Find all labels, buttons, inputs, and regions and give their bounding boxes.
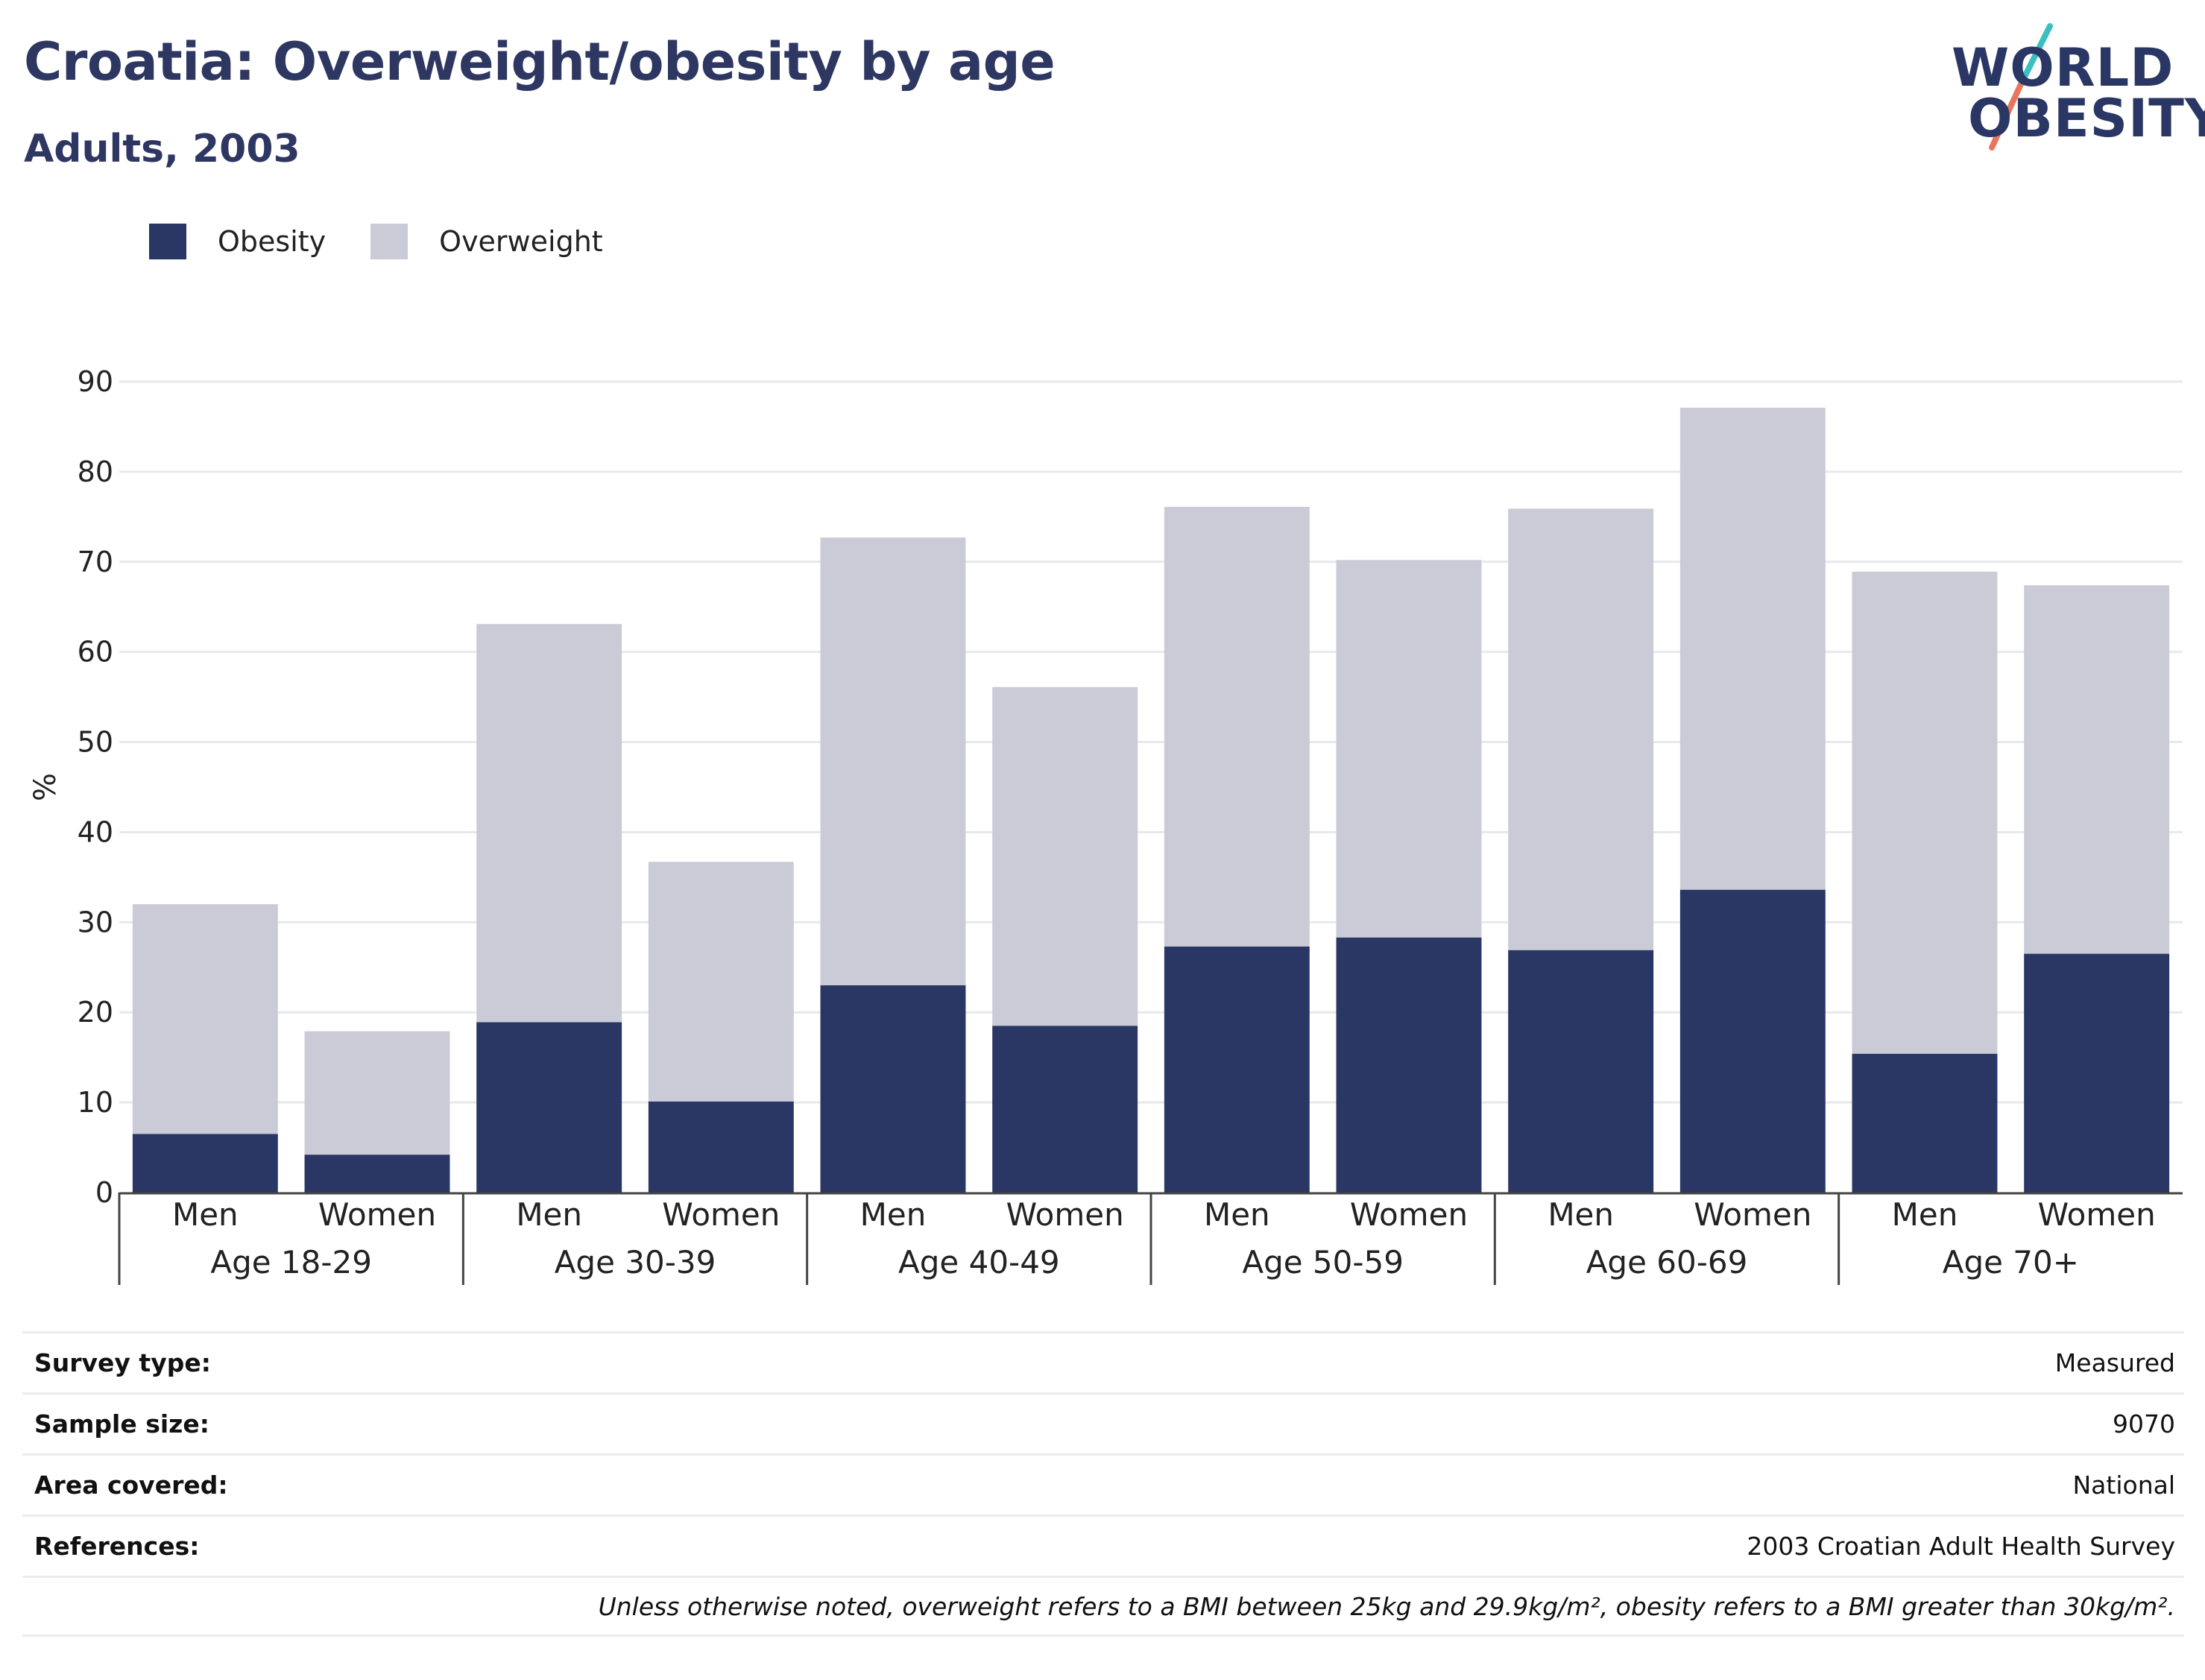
survey-info-table: Survey type: Measured Sample size: 9070 … xyxy=(22,1331,2184,1637)
bar-obesity xyxy=(1508,950,1654,1193)
y-tick-label: 90 xyxy=(78,365,113,398)
bar-obesity xyxy=(1679,889,1826,1193)
bar-obesity xyxy=(1336,937,1482,1193)
bar-overweight xyxy=(2024,585,2170,954)
info-row-area-covered: Area covered: National xyxy=(22,1453,2184,1515)
info-key: Survey type: xyxy=(34,1348,211,1377)
x-group-label: Age 40-49 xyxy=(898,1244,1060,1280)
bar-obesity xyxy=(992,1026,1138,1193)
legend-item-obesity[interactable]: Obesity xyxy=(149,224,326,259)
bar-overweight xyxy=(132,904,278,1134)
info-row-references: References: 2003 Croatian Adult Health S… xyxy=(22,1515,2184,1576)
x-group-label: Age 60-69 xyxy=(1586,1244,1748,1280)
x-group-label: Age 70+ xyxy=(1943,1244,2079,1280)
bar-overweight xyxy=(1679,408,1826,890)
footnote-text: Unless otherwise noted, overweight refer… xyxy=(598,1591,2175,1621)
bar-overweight xyxy=(1852,572,1998,1054)
bar-overweight xyxy=(1164,507,1310,947)
x-group-label: Age 30-39 xyxy=(555,1244,716,1280)
info-key: References: xyxy=(34,1532,200,1561)
legend-swatch-overweight xyxy=(370,224,408,259)
info-row-sample-size: Sample size: 9070 xyxy=(22,1392,2184,1453)
legend-item-overweight[interactable]: Overweight xyxy=(370,224,603,259)
y-tick-label: 30 xyxy=(78,906,113,938)
bar-overweight xyxy=(820,537,966,985)
info-row-survey-type: Survey type: Measured xyxy=(22,1331,2184,1392)
info-value: 2003 Croatian Adult Health Survey xyxy=(1747,1532,2175,1561)
x-subcategory-label: Men xyxy=(1548,1196,1614,1233)
bar-obesity xyxy=(304,1155,450,1193)
logo-text-world: WORLD xyxy=(1952,37,2174,98)
x-subcategory-label: Men xyxy=(516,1196,582,1233)
bar-obesity xyxy=(648,1101,794,1193)
x-subcategory-label: Women xyxy=(1694,1196,1811,1233)
chart-legend: Obesity Overweight xyxy=(149,224,648,259)
bar-overweight xyxy=(648,862,794,1102)
y-tick-label: 60 xyxy=(78,636,113,669)
x-subcategory-label: Men xyxy=(1892,1196,1958,1233)
info-value: National xyxy=(2072,1471,2175,1500)
y-tick-label: 20 xyxy=(78,996,113,1029)
chart-subtitle: Adults, 2003 xyxy=(24,127,300,171)
bar-chart: 0 10 20 30 40 50 60 70 80 90% Men Women Men Women Men W… xyxy=(28,365,2183,1285)
footnote-row: Unless otherwise noted, overweight refer… xyxy=(22,1576,2184,1637)
info-key: Sample size: xyxy=(34,1409,209,1439)
bar-overweight xyxy=(304,1031,450,1155)
y-tick-label: 10 xyxy=(78,1086,113,1119)
x-group-label: Age 18-29 xyxy=(210,1244,372,1280)
y-tick-label: 40 xyxy=(78,815,113,848)
bar-obesity xyxy=(820,985,966,1193)
x-subcategory-label: Men xyxy=(860,1196,927,1233)
x-subcategory-label: Women xyxy=(662,1196,780,1233)
x-subcategory-label: Women xyxy=(318,1196,436,1233)
info-value: Measured xyxy=(2054,1348,2175,1377)
x-subcategory-label: Men xyxy=(1204,1196,1270,1233)
bar-obesity xyxy=(476,1022,622,1193)
bar-overweight xyxy=(992,686,1138,1026)
y-tick-label: 70 xyxy=(78,546,113,578)
legend-label-overweight: Overweight xyxy=(439,225,603,258)
y-tick-label: 0 xyxy=(95,1176,113,1209)
world-obesity-logo: WORLD OBESITY xyxy=(1938,22,2205,157)
chart-title: Croatia: Overweight/obesity by age xyxy=(24,31,1056,92)
info-key: Area covered: xyxy=(34,1471,228,1500)
y-axis-label: % xyxy=(28,773,63,801)
bar-overweight xyxy=(476,624,622,1023)
x-group-label: Age 50-59 xyxy=(1242,1244,1404,1280)
logo-slash-icon xyxy=(1989,23,2053,151)
x-subcategory-label: Women xyxy=(1006,1196,1124,1233)
y-tick-label: 80 xyxy=(78,455,113,488)
legend-swatch-obesity xyxy=(149,224,186,259)
bar-obesity xyxy=(132,1134,278,1193)
logo-text-obesity: OBESITY xyxy=(1968,88,2205,149)
bar-obesity xyxy=(1164,946,1310,1193)
info-value: 9070 xyxy=(2113,1409,2175,1439)
legend-label-obesity: Obesity xyxy=(218,225,327,258)
x-subcategory-label: Women xyxy=(2038,1196,2156,1233)
x-subcategory-label: Women xyxy=(1350,1196,1468,1233)
y-tick-label: 50 xyxy=(78,726,113,759)
bar-obesity xyxy=(1852,1053,1998,1193)
bar-overweight xyxy=(1336,560,1482,938)
bar-obesity xyxy=(2024,953,2170,1193)
x-subcategory-label: Men xyxy=(172,1196,239,1233)
bar-overweight xyxy=(1508,508,1654,950)
